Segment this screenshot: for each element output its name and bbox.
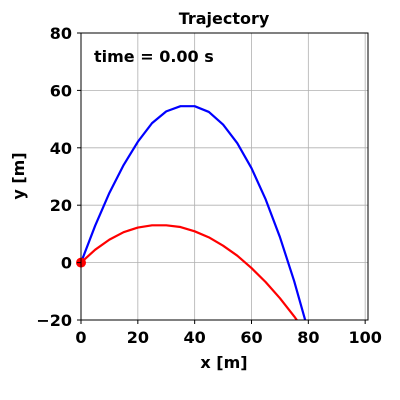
grid — [80, 32, 368, 321]
y-tick-label: 0 — [61, 254, 72, 273]
x-tick-label: 20 — [127, 328, 149, 347]
y-axis-label: y [m] — [9, 152, 28, 199]
time-annotation: time = 0.00 s — [94, 47, 214, 66]
plot-frame — [80, 32, 369, 321]
x-tick-label: 60 — [240, 328, 262, 347]
y-tick-label: 40 — [50, 139, 72, 158]
trajectory-line-2 — [81, 224, 299, 320]
y-tick-label: 60 — [50, 81, 72, 100]
x-tick-label: 80 — [297, 328, 319, 347]
series-layer — [81, 105, 307, 320]
x-tick-label: 40 — [184, 328, 206, 347]
x-tick-label: 100 — [348, 328, 381, 347]
trajectory-line-1 — [81, 105, 307, 320]
y-tick-label: 20 — [50, 196, 72, 215]
chart-title: Trajectory — [179, 9, 270, 28]
x-tick-label: 0 — [75, 328, 86, 347]
y-tick-label: 80 — [50, 24, 72, 43]
x-axis-label: x [m] — [200, 353, 247, 372]
y-tick-label: −20 — [36, 311, 72, 330]
